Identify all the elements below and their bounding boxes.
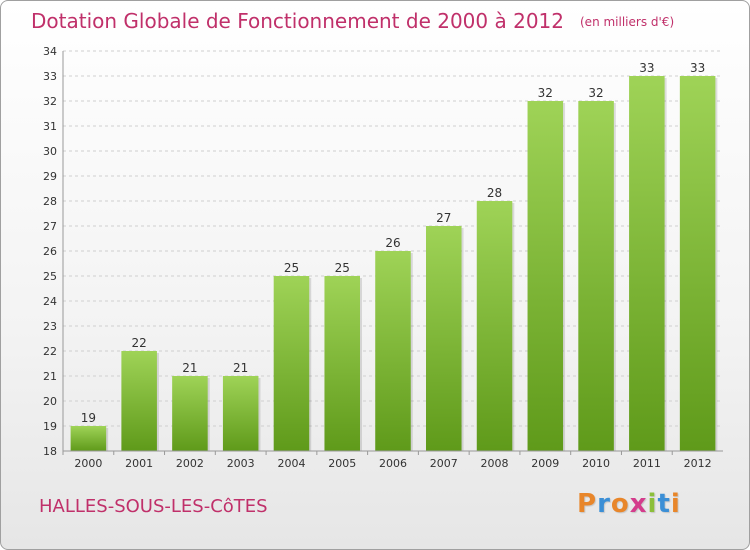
y-tick-label-18: 18 xyxy=(43,445,57,458)
x-tick-label-2001: 2001 xyxy=(125,457,153,470)
y-tick-label-31: 31 xyxy=(43,120,57,133)
data-label-2005: 25 xyxy=(335,261,350,275)
x-tick-label-2005: 2005 xyxy=(328,457,356,470)
logo-letter: r xyxy=(597,489,611,519)
bars xyxy=(70,76,718,451)
data-label-2009: 32 xyxy=(538,86,553,100)
logo-letter: P xyxy=(577,489,598,519)
x-tick-label-2002: 2002 xyxy=(176,457,204,470)
y-tick-label-33: 33 xyxy=(43,70,57,83)
x-tick-label-2010: 2010 xyxy=(582,457,610,470)
y-tick-label-23: 23 xyxy=(43,320,57,333)
x-tick-label-2008: 2008 xyxy=(481,457,509,470)
data-label-2012: 33 xyxy=(690,61,705,75)
bar-2003 xyxy=(222,376,259,451)
logo-letter: t xyxy=(657,489,671,519)
bar-2002 xyxy=(172,376,208,451)
x-tick-label-2007: 2007 xyxy=(430,457,458,470)
bar-2012 xyxy=(679,76,716,451)
data-label-2011: 33 xyxy=(639,61,654,75)
x-tick-label-2000: 2000 xyxy=(74,457,102,470)
bar-2008 xyxy=(476,201,513,451)
bar-2011 xyxy=(629,76,665,451)
x-axis: 2000 2001 2002 2003 2004 2005 2006 2007 2008 2009… xyxy=(62,450,723,470)
y-tick-label-25: 25 xyxy=(43,270,57,283)
x-tick-label-2009: 2009 xyxy=(531,457,559,470)
logo-letter: i xyxy=(647,489,658,519)
bar-2007 xyxy=(426,226,462,451)
data-label-2003: 21 xyxy=(233,361,248,375)
x-tick-label-2012: 2012 xyxy=(684,457,712,470)
y-tick-label-21: 21 xyxy=(43,370,57,383)
x-tick-label-2011: 2011 xyxy=(633,457,661,470)
y-tick-label-27: 27 xyxy=(43,220,57,233)
bar-2006 xyxy=(375,251,411,451)
bar-2004 xyxy=(273,276,310,451)
y-tick-label-32: 32 xyxy=(43,95,57,108)
data-label-2002: 21 xyxy=(182,361,197,375)
y-tick-label-20: 20 xyxy=(43,395,57,408)
commune-name: HALLES-SOUS-LES-CôTES xyxy=(39,496,268,517)
x-tick-label-2006: 2006 xyxy=(379,457,407,470)
y-tick-label-24: 24 xyxy=(43,295,57,308)
data-label-2008: 28 xyxy=(487,186,502,200)
bar-2000 xyxy=(70,426,107,451)
x-tick-label-2004: 2004 xyxy=(277,457,305,470)
data-label-2010: 32 xyxy=(588,86,603,100)
y-tick-label-30: 30 xyxy=(43,145,57,158)
y-tick-label-29: 29 xyxy=(43,170,57,183)
y-tick-label-26: 26 xyxy=(43,245,57,258)
y-tick-label-28: 28 xyxy=(43,195,57,208)
bar-2001 xyxy=(121,351,157,451)
data-labels: 19 22 21 21 25 25 26 27 28 32 32 33 33 xyxy=(81,61,706,425)
y-tick-label-34: 34 xyxy=(43,45,57,58)
logo-letter: i xyxy=(670,489,681,519)
logo-letter: o xyxy=(610,489,630,519)
chart-title: Dotation Globale de Fonctionnement de 20… xyxy=(31,9,674,33)
y-tick-label-22: 22 xyxy=(43,345,57,358)
bar-2009 xyxy=(527,101,564,451)
chart-title-text: Dotation Globale de Fonctionnement de 20… xyxy=(31,9,564,33)
proxiti-logo: Proxiti xyxy=(577,489,681,519)
logo-letter: x xyxy=(629,489,648,519)
bar-2010 xyxy=(578,101,614,451)
data-label-2001: 22 xyxy=(132,336,147,350)
data-label-2006: 26 xyxy=(385,236,400,250)
x-tick-label-2003: 2003 xyxy=(227,457,255,470)
y-tick-label-19: 19 xyxy=(43,420,57,433)
chart-subtitle: (en milliers d'€) xyxy=(580,15,675,29)
y-axis: 18 19 20 21 22 23 24 25 26 27 28 29 30 31 32 33 34 xyxy=(43,45,64,458)
data-label-2007: 27 xyxy=(436,211,451,225)
data-label-2000: 19 xyxy=(81,411,96,425)
bar-2005 xyxy=(324,276,360,451)
data-label-2004: 25 xyxy=(284,261,299,275)
